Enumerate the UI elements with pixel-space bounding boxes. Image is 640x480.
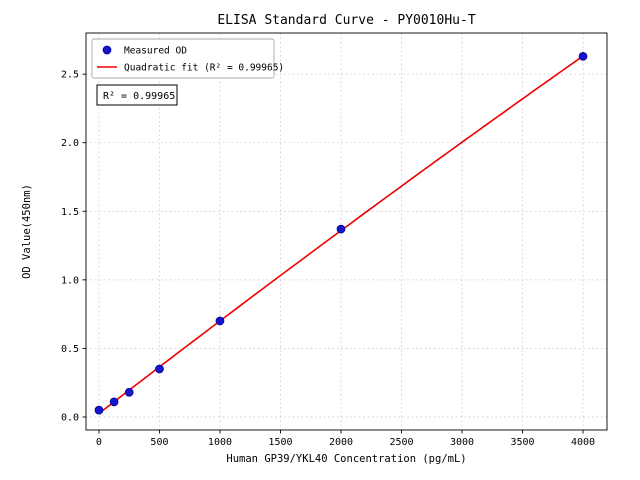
x-tick-label: 2000 xyxy=(329,437,353,448)
legend-circle-icon xyxy=(102,45,112,55)
x-tick-label: 500 xyxy=(150,437,168,448)
r-squared-annotation-box xyxy=(96,84,178,106)
data-point xyxy=(155,364,164,374)
y-tick-label: 2.5 xyxy=(61,70,79,81)
x-tick-label: 1500 xyxy=(268,437,292,448)
x-tick-label: 3000 xyxy=(450,437,474,448)
legend-box xyxy=(91,38,275,79)
data-point xyxy=(94,405,104,415)
x-tick-label: 2500 xyxy=(389,437,413,448)
r-squared-annotation-text: R² = 0.99965 xyxy=(103,91,175,102)
y-tick-label: 2.0 xyxy=(61,138,79,149)
data-point xyxy=(124,387,134,397)
data-point xyxy=(109,397,119,407)
legend-label: Quadratic fit (R² = 0.99965) xyxy=(124,63,284,74)
x-tick-label: 1000 xyxy=(208,437,232,448)
chart-title: ELISA Standard Curve - PY0010Hu-T xyxy=(217,13,475,28)
x-tick-label: 0 xyxy=(96,437,102,448)
x-tick-label: 3500 xyxy=(510,437,534,448)
x-axis-label: Human GP39/YKL40 Concentration (pg/mL) xyxy=(226,453,466,465)
plot-border xyxy=(85,32,608,431)
data-point xyxy=(578,51,588,61)
y-tick-label: 0.0 xyxy=(61,412,79,423)
y-tick-label: 0.5 xyxy=(61,344,79,355)
y-tick-label: 1.5 xyxy=(61,207,79,218)
y-tick-label: 1.0 xyxy=(61,275,79,286)
legend-label: Measured OD xyxy=(124,46,187,57)
y-axis-label: OD Value(450nm) xyxy=(21,184,33,279)
data-point xyxy=(215,316,225,326)
data-point xyxy=(336,224,346,234)
x-tick-label: 4000 xyxy=(571,437,595,448)
